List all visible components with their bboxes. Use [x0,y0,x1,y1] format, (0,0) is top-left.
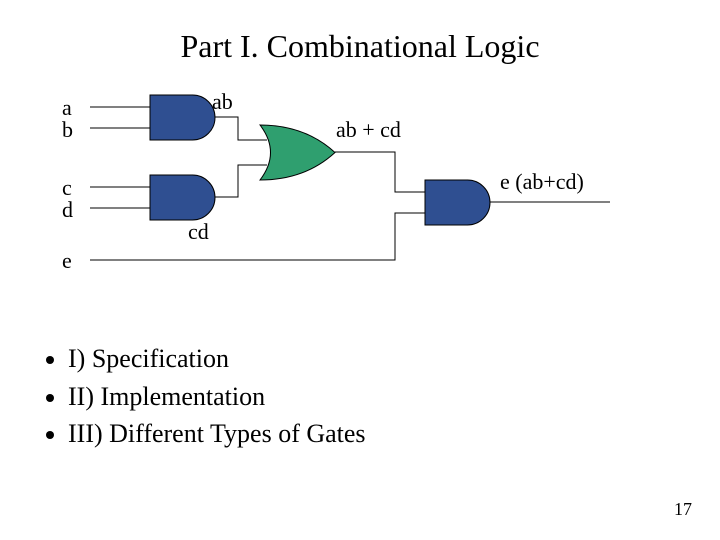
and-gate-icon [150,175,215,220]
label-d: d [62,197,73,223]
label-ab-cd: ab + cd [336,117,401,143]
wire [90,213,425,260]
label-out: e (ab+cd) [500,169,584,195]
list-item: II) Implementation [68,378,366,416]
slide: Part I. Combinational Logic a b c d e ab… [0,0,720,540]
and-gate-icon [150,95,215,140]
bullet-list: I) Specification II) Implementation III)… [40,340,366,453]
label-b: b [62,117,73,143]
list-item: I) Specification [68,340,366,378]
wire [335,152,425,192]
wire [215,117,267,140]
list-item: III) Different Types of Gates [68,415,366,453]
wire [215,165,267,197]
page-number: 17 [674,499,692,520]
label-cd: cd [188,219,209,245]
logic-diagram: a b c d e ab cd ab + cd e (ab+cd) [80,95,640,295]
page-title: Part I. Combinational Logic [0,28,720,65]
and-gate-icon [425,180,490,225]
label-e: e [62,248,72,274]
or-gate-icon [260,125,335,180]
label-ab: ab [212,89,233,115]
